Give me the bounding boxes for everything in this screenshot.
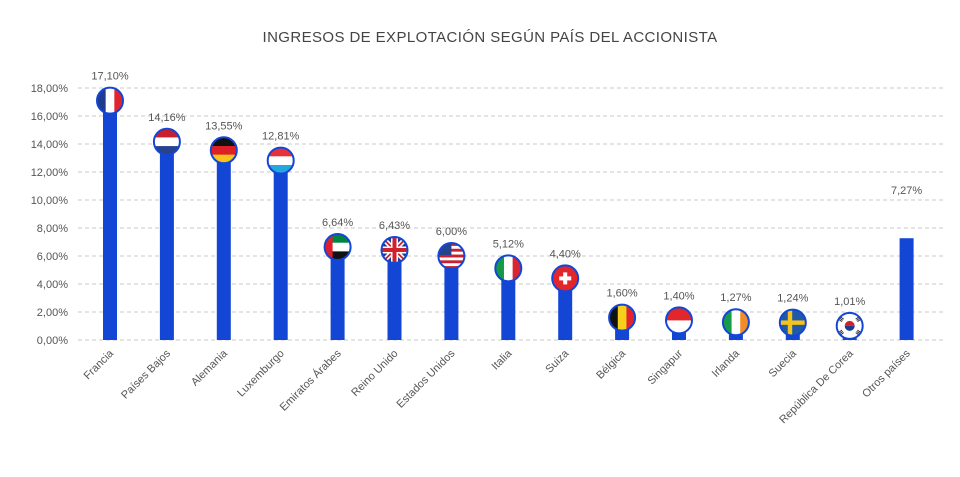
data-label: 17,10% (91, 71, 129, 83)
x-tick-label: Luxemburgo (235, 348, 287, 400)
flag-ireland-icon (721, 308, 750, 337)
bar (444, 256, 459, 340)
y-tick-label: 4,00% (37, 279, 68, 291)
y-tick-label: 8,00% (37, 223, 68, 235)
x-tick-label: Reino Unido (349, 348, 400, 399)
flag-netherlands-icon (152, 127, 181, 156)
data-label: 1,24% (777, 293, 808, 305)
flag-switzerland-icon (551, 264, 580, 293)
y-tick-label: 18,00% (31, 83, 69, 95)
flag-belgium-icon (608, 303, 637, 332)
y-tick-label: 6,00% (37, 251, 68, 263)
flag-germany-icon (209, 136, 238, 165)
bar (558, 278, 573, 340)
y-tick-label: 14,00% (31, 139, 69, 151)
data-label: 1,40% (663, 290, 694, 302)
y-tick-label: 16,00% (31, 111, 69, 123)
flag-singapore-icon (665, 306, 693, 335)
flag-uk-icon (380, 235, 409, 264)
x-tick-label: Alemania (189, 347, 231, 389)
bar (273, 160, 288, 340)
x-tick-label: Emiratos Árabes (277, 347, 344, 414)
bar (159, 141, 174, 340)
x-tick-label: Otros países (860, 347, 913, 400)
data-label: 4,40% (550, 248, 581, 260)
x-tick-label: Bélgica (594, 347, 629, 382)
flag-sweden-icon (778, 308, 807, 337)
bar (103, 100, 117, 340)
x-axis-ticks: Francia Países Bajos Alemania LuxemburgoEmi… (82, 347, 913, 427)
flag-italy-icon (494, 254, 523, 283)
x-tick-label: Francia (82, 347, 117, 382)
data-label: 6,64% (322, 217, 353, 229)
data-label: 6,00% (436, 226, 467, 238)
data-label: 6,43% (379, 220, 410, 232)
bar (330, 247, 345, 340)
data-label: 5,12% (493, 238, 524, 250)
data-label: 1,27% (720, 292, 751, 304)
x-tick-label: Suiza (543, 347, 572, 376)
x-tick-label: Irlanda (710, 347, 743, 380)
y-tick-label: 0,00% (37, 335, 68, 347)
flags (96, 86, 864, 340)
flag-uae-icon (323, 233, 352, 262)
x-tick-label: Suecia (767, 347, 800, 380)
bar (387, 249, 402, 340)
y-axis-ticks: 0,00% 2,00% 4,00% 6,00% 8,00% 10,00% 12,00% 14,… (31, 83, 69, 347)
flag-usa-icon (437, 242, 466, 270)
bar (899, 238, 914, 340)
data-labels: 17,10% 14,16% 13,55% 12,81% 6,64% 6,43% 6,00% 5… (91, 71, 922, 308)
data-label: 13,55% (205, 120, 243, 132)
x-tick-label: Singapur (645, 347, 685, 387)
chart-title: INGRESOS DE EXPLOTACIÓN SEGÚN PAÍS DEL A… (263, 29, 718, 46)
data-label: 7,27% (891, 185, 922, 197)
bar (216, 150, 231, 340)
data-label: 12,81% (262, 131, 300, 143)
y-tick-label: 12,00% (31, 167, 69, 179)
flag-france-icon (96, 86, 124, 115)
data-label: 14,16% (148, 112, 186, 124)
y-tick-label: 2,00% (37, 307, 68, 319)
y-tick-label: 10,00% (31, 195, 69, 207)
data-label: 1,60% (606, 288, 637, 300)
bar (501, 268, 516, 340)
data-label: 1,01% (834, 296, 865, 308)
x-tick-label: Países Bajos (119, 347, 173, 401)
x-tick-label: Italia (489, 347, 515, 373)
flag-luxembourg-icon (266, 146, 295, 175)
x-tick-label: Estados Unidos (395, 347, 458, 410)
flag-south-korea-icon (835, 311, 864, 340)
